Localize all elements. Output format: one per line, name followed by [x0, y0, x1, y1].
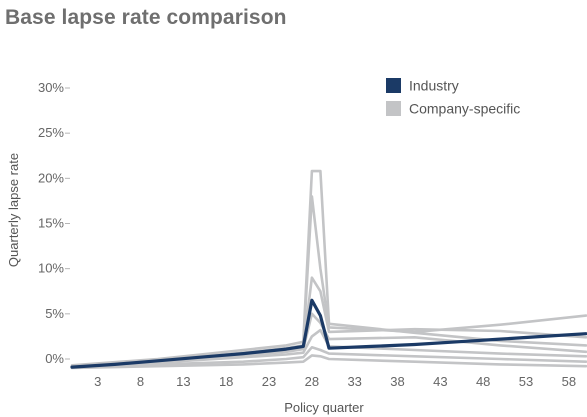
- x-axis-label: Policy quarter: [284, 400, 364, 415]
- x-tick-label: 3: [94, 374, 101, 389]
- x-tick-label: 13: [176, 374, 190, 389]
- x-tick-label: 48: [476, 374, 490, 389]
- industry-series-line: [70, 298, 587, 369]
- chart-title: Base lapse rate comparison: [5, 6, 287, 29]
- company-series-line: [70, 345, 587, 369]
- y-tick-label: 5%: [45, 306, 64, 321]
- legend-swatch: [386, 78, 401, 93]
- y-axis-label: Quarterly lapse rate: [6, 153, 21, 267]
- x-tick-label: 8: [137, 374, 144, 389]
- x-tick-label: 38: [390, 374, 404, 389]
- x-tick-label: 58: [562, 374, 576, 389]
- y-tick-label: 10%: [38, 261, 64, 276]
- x-tick-label: 33: [347, 374, 361, 389]
- x-tick-label: 28: [305, 374, 319, 389]
- x-tick-label: 18: [219, 374, 233, 389]
- legend-swatch: [386, 101, 401, 116]
- company-series-line: [70, 354, 587, 370]
- y-tick-label: 15%: [38, 216, 64, 231]
- y-tick-label: 0%: [45, 351, 64, 366]
- y-axis-ticks: 0% 5% 10% 15% 20% 25% 30%: [38, 80, 70, 366]
- legend: Industry Company-specific: [386, 78, 520, 117]
- y-tick-label: 30%: [38, 80, 64, 95]
- company-series-line: [70, 169, 587, 367]
- x-axis-ticks: 3 8 13 18 23 28 33 38 43 48 53 58: [94, 374, 576, 389]
- x-tick-label: 23: [262, 374, 276, 389]
- legend-label: Company-specific: [409, 101, 520, 117]
- x-tick-label: 53: [519, 374, 533, 389]
- legend-label: Industry: [409, 78, 459, 94]
- company-series-line: [70, 328, 587, 368]
- y-tick-label: 20%: [38, 170, 64, 185]
- y-tick-label: 25%: [38, 125, 64, 140]
- x-tick-label: 43: [433, 374, 447, 389]
- industry-series-line: [70, 298, 587, 369]
